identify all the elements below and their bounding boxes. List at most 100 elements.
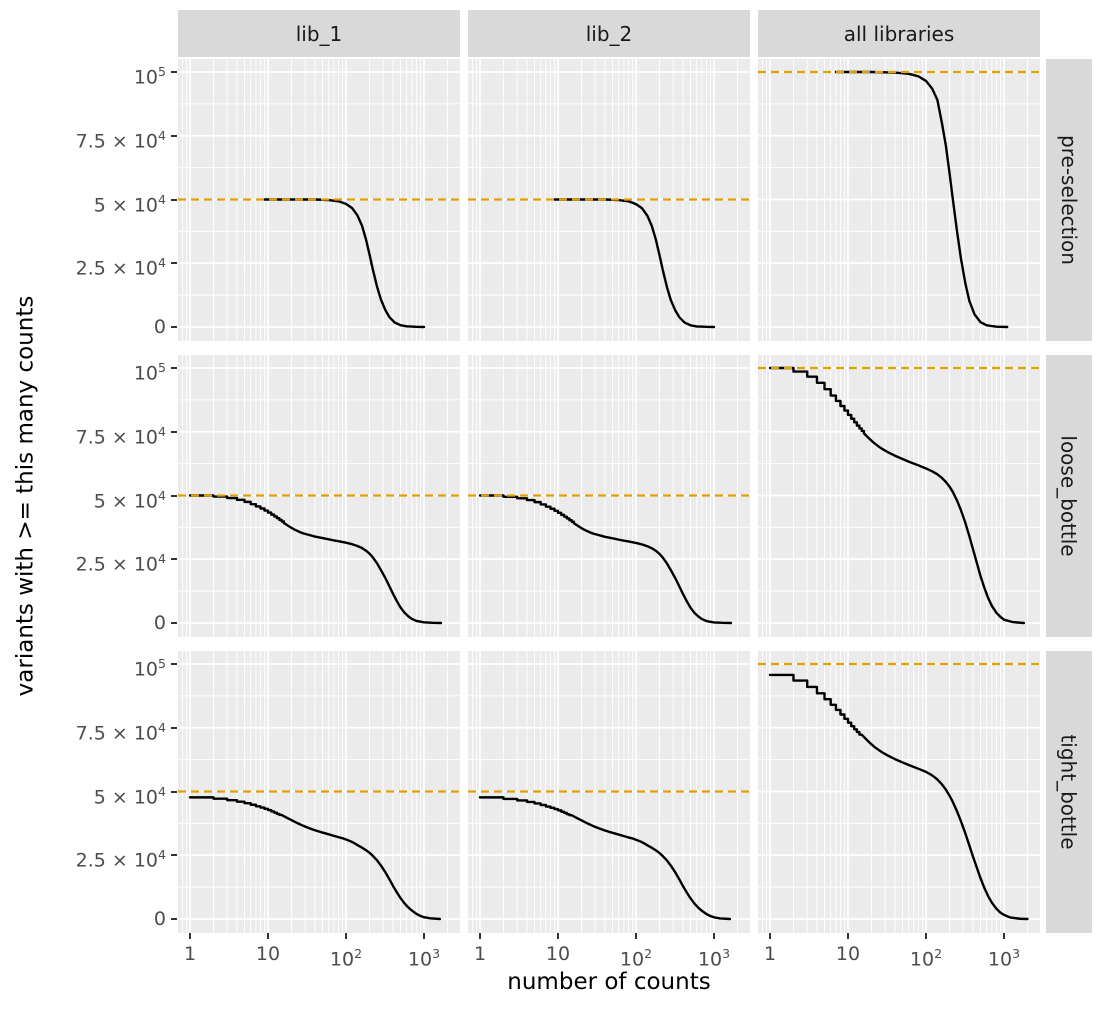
y-tick-label: 2.5 × 104 — [75, 551, 166, 576]
x-tick-label: 102 — [329, 946, 363, 971]
x-tick-mark — [769, 933, 771, 939]
y-tick-mark — [171, 918, 177, 920]
y-tick-label: 5 × 104 — [93, 487, 166, 512]
variant-count-curve — [478, 494, 733, 625]
variant-count-curve — [553, 198, 716, 329]
y-tick-label: 2.5 × 104 — [75, 255, 166, 280]
x-tick-mark — [713, 933, 715, 939]
y-tick-label: 5 × 104 — [93, 783, 166, 808]
exponent: 4 — [158, 255, 166, 271]
facet-column-label: all libraries — [843, 21, 955, 46]
panel-pre-selection-lib-1 — [178, 59, 460, 341]
y-tick-mark — [171, 430, 177, 433]
variant-count-curve — [188, 796, 442, 921]
exponent: 4 — [158, 191, 166, 207]
variant-count-curve — [263, 198, 426, 329]
x-tick-label: 103 — [407, 946, 441, 971]
y-tick-mark — [171, 71, 177, 73]
exponent: 5 — [158, 656, 166, 671]
y-tick-mark — [171, 326, 177, 328]
y-tick-label: 0 — [153, 612, 166, 634]
exponent: 4 — [158, 127, 166, 143]
exponent: 3 — [432, 946, 441, 961]
x-tick-label: 102 — [909, 946, 943, 971]
variant-count-curve — [478, 796, 732, 921]
y-tick-label: 0 — [153, 316, 166, 338]
panel-tight-bottle-lib-2 — [468, 651, 750, 933]
y-tick-label: 105 — [133, 656, 166, 681]
y-tick-label: 7.5 × 104 — [75, 719, 166, 745]
variant-count-curve — [768, 366, 1026, 625]
y-tick-label: 7.5 × 104 — [75, 423, 166, 449]
y-tick-mark — [171, 854, 177, 857]
y-tick-label: 105 — [133, 64, 166, 89]
exponent: 5 — [158, 360, 166, 375]
x-tick-label: 10 — [835, 943, 861, 965]
facet-row-label: pre-selection — [1057, 135, 1081, 265]
x-tick-mark — [635, 933, 637, 939]
panel-loose-bottle-lib-2 — [468, 355, 750, 637]
exponent: 4 — [158, 551, 166, 567]
y-tick-mark — [171, 367, 177, 369]
exponent: 2 — [644, 946, 653, 961]
y-tick-mark — [171, 622, 177, 624]
y-tick-mark — [171, 494, 177, 497]
x-tick-mark — [925, 933, 927, 939]
exponent: 4 — [158, 423, 166, 439]
x-axis-title-text: number of counts — [507, 969, 711, 995]
facet-column-strip-lib-1: lib_1 — [178, 10, 460, 57]
exponent: 4 — [158, 719, 166, 735]
y-tick-mark — [171, 558, 177, 561]
y-tick-mark — [171, 663, 177, 665]
facet-column-strip-all-libraries: all libraries — [758, 10, 1040, 57]
panel-loose-bottle-all-libraries — [758, 355, 1040, 637]
x-tick-label: 10 — [545, 943, 571, 965]
x-tick-label: 1 — [473, 943, 487, 965]
x-tick-label: 10 — [255, 943, 281, 965]
variant-count-curve — [188, 494, 443, 625]
y-tick-label: 7.5 × 104 — [75, 127, 166, 153]
facet-column-label: lib_1 — [295, 21, 343, 46]
x-tick-label: 103 — [697, 946, 731, 971]
exponent: 3 — [1012, 946, 1021, 961]
x-tick-mark — [267, 933, 269, 939]
variant-count-curve — [768, 673, 1029, 921]
y-tick-mark — [171, 198, 177, 201]
exponent: 4 — [158, 847, 166, 863]
x-tick-label: 102 — [619, 946, 653, 971]
panel-pre-selection-all-libraries — [758, 59, 1040, 341]
x-axis-title: number of counts — [178, 969, 1040, 995]
facet-row-strip-loose-bottle: loose_bottle — [1046, 355, 1092, 637]
facet-row-label: loose_bottle — [1057, 435, 1082, 557]
x-tick-mark — [479, 933, 481, 939]
variant-count-curve — [834, 70, 1009, 329]
panel-pre-selection-lib-2 — [468, 59, 750, 341]
x-tick-mark — [345, 933, 347, 939]
x-tick-mark — [189, 933, 191, 939]
y-tick-mark — [171, 726, 177, 729]
y-tick-mark — [171, 262, 177, 265]
y-tick-mark — [171, 790, 177, 793]
y-tick-label: 0 — [153, 908, 166, 930]
facet-column-label: lib_2 — [585, 21, 633, 46]
x-tick-mark — [1003, 933, 1005, 939]
x-tick-label: 1 — [763, 943, 777, 965]
x-tick-mark — [423, 933, 425, 939]
panel-loose-bottle-lib-1 — [178, 355, 460, 637]
exponent: 5 — [158, 64, 166, 79]
exponent: 4 — [158, 783, 166, 799]
exponent: 2 — [934, 946, 943, 961]
y-tick-label: 5 × 104 — [93, 191, 166, 216]
y-tick-label: 2.5 × 104 — [75, 847, 166, 872]
facet-row-label: tight_bottle — [1057, 734, 1081, 850]
x-tick-mark — [557, 933, 559, 939]
y-tick-label: 105 — [133, 360, 166, 385]
exponent: 2 — [354, 946, 363, 961]
x-tick-label: 103 — [987, 946, 1021, 971]
facet-column-strip-lib-2: lib_2 — [468, 10, 750, 57]
exponent: 3 — [722, 946, 731, 961]
x-tick-mark — [847, 933, 849, 939]
exponent: 4 — [158, 487, 166, 503]
panel-tight-bottle-all-libraries — [758, 651, 1040, 933]
